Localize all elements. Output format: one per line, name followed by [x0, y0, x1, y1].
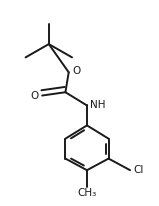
Text: CH₃: CH₃ [77, 188, 97, 198]
Text: NH: NH [90, 101, 106, 110]
Text: O: O [31, 90, 39, 101]
Text: O: O [72, 66, 80, 76]
Text: Cl: Cl [133, 165, 144, 175]
